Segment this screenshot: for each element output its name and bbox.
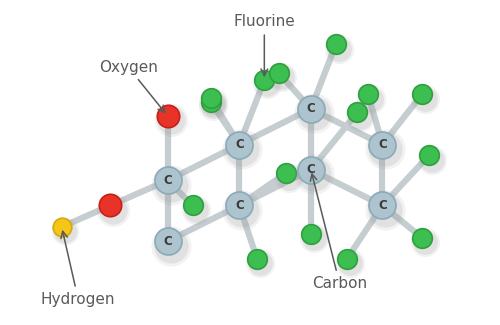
Point — [428, 157, 436, 162]
Point — [307, 106, 315, 111]
Point — [166, 118, 174, 123]
Point — [420, 96, 428, 101]
Point — [166, 243, 174, 248]
Point — [166, 118, 174, 123]
Point — [367, 96, 375, 101]
Point — [342, 256, 350, 262]
Point — [106, 203, 114, 208]
Text: C: C — [378, 199, 387, 212]
Point — [428, 157, 436, 162]
Point — [418, 92, 426, 97]
Point — [420, 240, 428, 245]
Point — [307, 231, 315, 237]
Point — [278, 75, 285, 80]
Point — [354, 110, 362, 115]
Point — [346, 261, 354, 266]
Point — [310, 236, 318, 241]
Point — [206, 99, 214, 104]
Point — [332, 42, 340, 47]
Point — [60, 229, 68, 234]
Point — [307, 167, 315, 172]
Point — [206, 96, 214, 101]
Point — [364, 92, 372, 97]
Point — [420, 240, 428, 245]
Point — [238, 207, 246, 212]
Point — [382, 146, 390, 151]
Point — [210, 103, 218, 109]
Point — [192, 207, 200, 212]
Point — [109, 207, 117, 212]
Point — [420, 96, 428, 101]
Point — [310, 171, 318, 176]
Point — [238, 146, 246, 151]
Point — [164, 113, 172, 119]
Point — [284, 175, 292, 180]
Point — [356, 114, 364, 119]
Point — [382, 207, 390, 212]
Text: C: C — [164, 174, 172, 187]
Point — [378, 142, 386, 147]
Text: Carbon: Carbon — [310, 174, 367, 291]
Point — [310, 111, 318, 116]
Point — [310, 111, 318, 116]
Point — [378, 203, 386, 208]
Point — [164, 239, 172, 244]
Point — [418, 235, 426, 240]
Text: C: C — [306, 163, 315, 176]
Text: C: C — [164, 235, 172, 248]
Point — [335, 46, 343, 51]
Point — [263, 82, 271, 87]
Point — [367, 96, 375, 101]
Point — [164, 178, 172, 183]
Point — [192, 207, 200, 212]
Point — [210, 103, 218, 109]
Point — [310, 236, 318, 241]
Point — [260, 78, 268, 83]
Text: C: C — [306, 102, 315, 115]
Text: C: C — [378, 138, 387, 151]
Point — [210, 100, 218, 105]
Point — [310, 171, 318, 176]
Point — [166, 182, 174, 187]
Point — [238, 207, 246, 212]
Point — [256, 261, 264, 266]
Text: Oxygen: Oxygen — [99, 59, 165, 112]
Point — [256, 261, 264, 266]
Point — [253, 256, 261, 262]
Point — [382, 146, 390, 151]
Point — [236, 142, 244, 147]
Point — [335, 46, 343, 51]
Text: C: C — [235, 199, 244, 212]
Point — [274, 71, 282, 76]
Text: C: C — [235, 138, 244, 151]
Point — [346, 261, 354, 266]
Point — [284, 175, 292, 180]
Point — [210, 100, 218, 105]
Point — [109, 207, 117, 212]
Text: Fluorine: Fluorine — [234, 14, 295, 76]
Point — [382, 207, 390, 212]
Point — [188, 203, 196, 208]
Point — [58, 224, 66, 229]
Point — [238, 146, 246, 151]
Text: Hydrogen: Hydrogen — [41, 231, 116, 306]
Point — [166, 243, 174, 248]
Point — [278, 75, 285, 80]
Point — [263, 82, 271, 87]
Point — [425, 153, 433, 158]
Point — [356, 114, 364, 119]
Point — [166, 182, 174, 187]
Point — [236, 203, 244, 208]
Point — [282, 171, 290, 176]
Point — [60, 229, 68, 234]
